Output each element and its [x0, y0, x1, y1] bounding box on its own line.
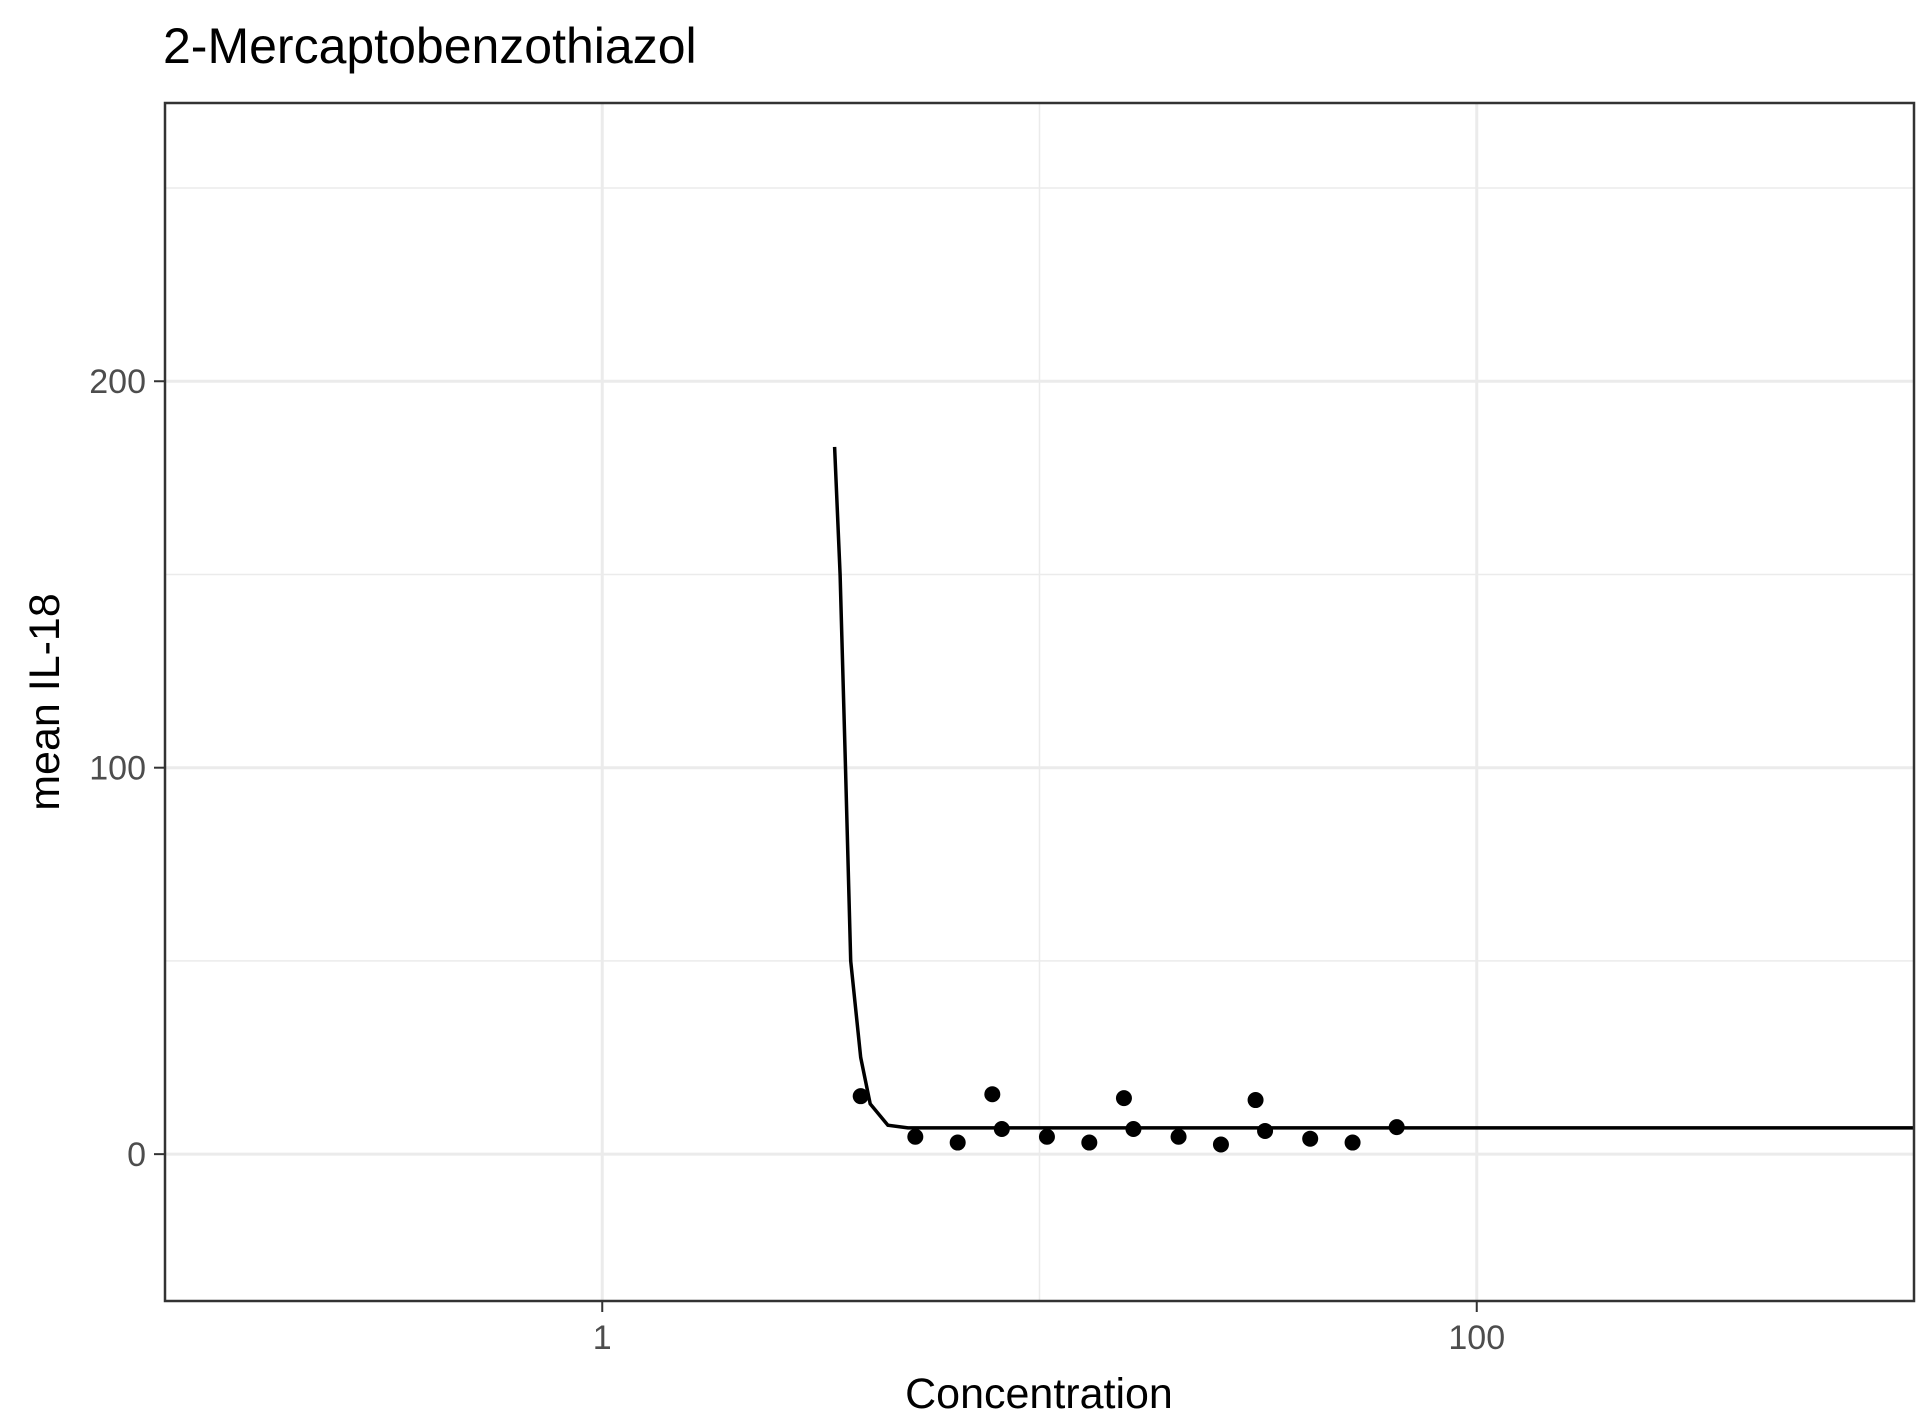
- data-point: [1115, 1090, 1132, 1107]
- data-point: [1344, 1134, 1361, 1151]
- x-tick-label: 1: [593, 1319, 612, 1357]
- data-point: [1125, 1121, 1142, 1138]
- data-point: [984, 1086, 1001, 1103]
- x-axis-title: Concentration: [905, 1370, 1173, 1418]
- data-point: [852, 1088, 869, 1105]
- y-axis-title: mean IL-18: [21, 593, 69, 811]
- x-tick-label: 100: [1448, 1319, 1505, 1357]
- data-point: [1302, 1130, 1319, 1147]
- fitted-curve: [832, 446, 1914, 1130]
- plot-panel-border: [163, 101, 1916, 1303]
- data-point: [1170, 1128, 1187, 1145]
- data-point: [1388, 1119, 1405, 1136]
- data-point: [993, 1121, 1010, 1138]
- data-point: [907, 1128, 924, 1145]
- grid: [164, 103, 1915, 1301]
- data-points: [852, 1086, 1405, 1153]
- data-point: [1081, 1134, 1098, 1151]
- fit-curve-layer: [832, 446, 1914, 1130]
- y-tick-label: 100: [89, 750, 146, 788]
- data-point: [1038, 1128, 1055, 1145]
- axes: 1 100 0 100 200: [89, 363, 1505, 1357]
- y-tick-label: 0: [127, 1136, 146, 1174]
- data-point: [949, 1134, 966, 1151]
- chart-title: 2-Mercaptobenzothiazol: [163, 18, 697, 74]
- data-point: [1257, 1122, 1274, 1139]
- y-tick-label: 200: [89, 363, 146, 401]
- data-point: [1247, 1092, 1264, 1109]
- data-point: [1212, 1136, 1229, 1153]
